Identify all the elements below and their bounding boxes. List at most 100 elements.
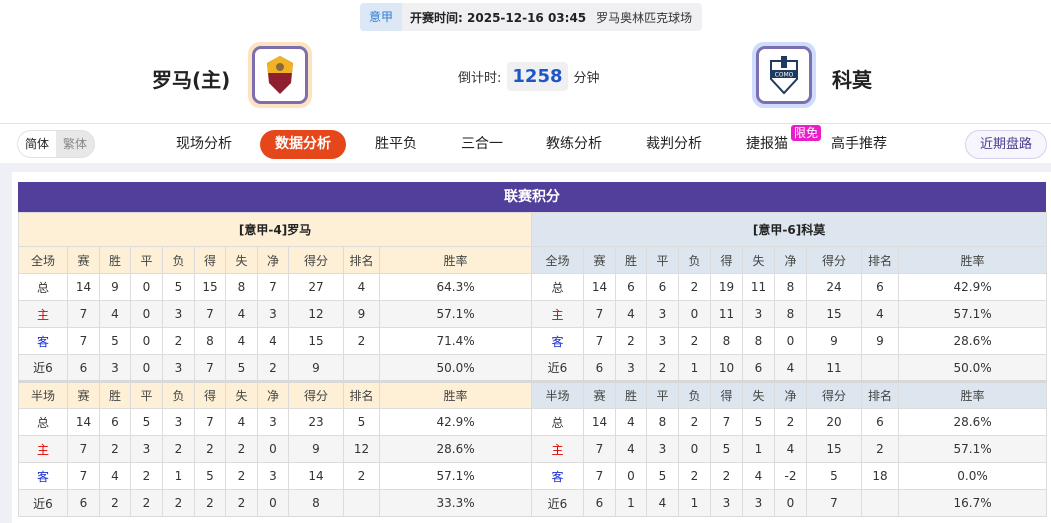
table-cell: 8: [742, 327, 775, 355]
tab-live-analysis[interactable]: 现场分析: [176, 136, 232, 152]
table-cell: 7: [257, 273, 289, 301]
table-cell: 8: [194, 327, 226, 355]
table-cell: 0: [678, 300, 711, 328]
table-cell: 4: [742, 462, 775, 490]
table-cell: 12: [288, 300, 344, 328]
away-team-logo[interactable]: COMO: [752, 42, 816, 108]
table-cell: 9: [861, 327, 899, 355]
table-cell: 6: [99, 408, 131, 436]
table-cell: 5: [225, 354, 258, 382]
home-team-name[interactable]: 罗马(主): [152, 68, 231, 92]
table-cell: 15: [288, 327, 344, 355]
full-header-row: 全场赛胜平负得失净得分 排名 胜率: [531, 246, 1048, 274]
table-cell: 2: [130, 489, 163, 517]
table-cell: 2: [162, 435, 195, 463]
table-cell: 6: [615, 273, 647, 301]
table-row: 总 14 4 8 2 7 5 2 20 6 28.6%: [531, 408, 1048, 436]
table-cell: [343, 354, 380, 382]
table-cell: 28.6%: [378, 435, 533, 463]
table-cell: 27: [288, 273, 344, 301]
table-cell: 23: [288, 408, 344, 436]
away-team-name[interactable]: 科莫: [832, 68, 872, 92]
table-row: 近6 6 2 2 2 2 2 0 8 33.3%: [18, 489, 533, 517]
table-cell: 4: [99, 300, 131, 328]
tab-expert-picks[interactable]: 高手推荐: [831, 136, 887, 152]
row-label: 主: [18, 435, 68, 463]
column-header: 得分: [288, 246, 344, 274]
table-cell: 4: [615, 300, 647, 328]
table-cell: 57.1%: [378, 462, 533, 490]
lang-simplified[interactable]: 简体: [18, 131, 57, 157]
column-header: 胜: [99, 380, 131, 409]
table-cell: 2: [225, 435, 258, 463]
column-header: 全场: [531, 246, 584, 274]
tab-win-draw-loss[interactable]: 胜平负: [375, 136, 417, 152]
row-label: 客: [531, 327, 584, 355]
kickoff-value: 2025-12-16 03:45: [467, 10, 587, 25]
tab-referee-analysis[interactable]: 裁判分析: [646, 136, 702, 152]
column-header: 得: [194, 380, 226, 409]
column-header: 负: [678, 246, 711, 274]
table-cell: 4: [99, 462, 131, 490]
column-header: 全场: [18, 246, 68, 274]
column-header: 胜率: [897, 380, 1048, 409]
tab-data-analysis[interactable]: 数据分析: [260, 130, 346, 159]
table-cell: 15: [806, 435, 862, 463]
table-cell: 50.0%: [897, 354, 1048, 382]
table-row: 客 7 5 0 2 8 4 4 15 2 71.4%: [18, 327, 533, 355]
table-cell: 57.1%: [378, 300, 533, 328]
column-header: 净: [257, 246, 289, 274]
table-cell: 19: [710, 273, 743, 301]
column-header: 赛: [583, 380, 616, 409]
column-header: 排名: [861, 380, 899, 409]
column-header: 半场: [18, 380, 68, 409]
table-cell: 2: [710, 462, 743, 490]
lang-traditional[interactable]: 繁体: [63, 137, 88, 151]
table-cell: 9: [288, 354, 344, 382]
table-cell: 0: [257, 435, 289, 463]
tab-coach-analysis[interactable]: 教练分析: [546, 136, 602, 152]
table-cell: 1: [678, 489, 711, 517]
table-cell: 8: [288, 489, 344, 517]
table-cell: 9: [99, 273, 131, 301]
column-header: 平: [130, 246, 163, 274]
table-cell: 2: [678, 273, 711, 301]
table-cell: 4: [343, 273, 380, 301]
table-cell: 9: [288, 435, 344, 463]
language-toggle[interactable]: 简体 繁体: [17, 130, 96, 158]
table-cell: 28.6%: [897, 327, 1048, 355]
table-row: 客 7 4 2 1 5 2 3 14 2 57.1%: [18, 462, 533, 490]
table-cell: 6: [67, 354, 100, 382]
column-header: 得分: [806, 380, 862, 409]
table-row: 总 14 6 5 3 7 4 3 23 5 42.9%: [18, 408, 533, 436]
table-cell: -2: [774, 462, 807, 490]
table-cell: 4: [646, 489, 679, 517]
column-header: 平: [646, 380, 679, 409]
league-label[interactable]: 意甲: [360, 3, 403, 31]
table-cell: 8: [225, 273, 258, 301]
countdown-value: 1258: [507, 62, 568, 91]
home-team-logo[interactable]: [248, 42, 312, 108]
table-cell: 50.0%: [378, 354, 533, 382]
table-cell: 2: [225, 489, 258, 517]
table-cell: 2: [99, 435, 131, 463]
column-header: 负: [162, 380, 195, 409]
half-header-row: 半场赛胜平负得失净得分 排名 胜率: [531, 380, 1048, 409]
table-cell: 2: [194, 489, 226, 517]
column-header: 净: [257, 380, 289, 409]
table-cell: 2: [678, 408, 711, 436]
table-row: 近6 6 1 4 1 3 3 0 7 16.7%: [531, 489, 1048, 517]
table-cell: 3: [162, 354, 195, 382]
row-label: 总: [531, 273, 584, 301]
table-cell: 11: [710, 300, 743, 328]
column-header: 排名: [861, 246, 899, 274]
recent-handicap-button[interactable]: 近期盘路: [965, 130, 1047, 159]
table-cell: 2: [99, 489, 131, 517]
table-cell: 7: [583, 435, 616, 463]
tab-jiebaomao[interactable]: 捷报猫: [746, 136, 788, 152]
column-header: 赛: [67, 246, 100, 274]
tab-three-in-one[interactable]: 三合一: [461, 136, 503, 152]
table-row: 客 7 0 5 2 2 4 -2 5 18 0.0%: [531, 462, 1048, 490]
nav-bar: 简体 繁体 现场分析 数据分析 胜平负 三合一 教练分析 裁判分析 捷报猫 限免…: [0, 123, 1051, 163]
table-cell: 64.3%: [378, 273, 533, 301]
